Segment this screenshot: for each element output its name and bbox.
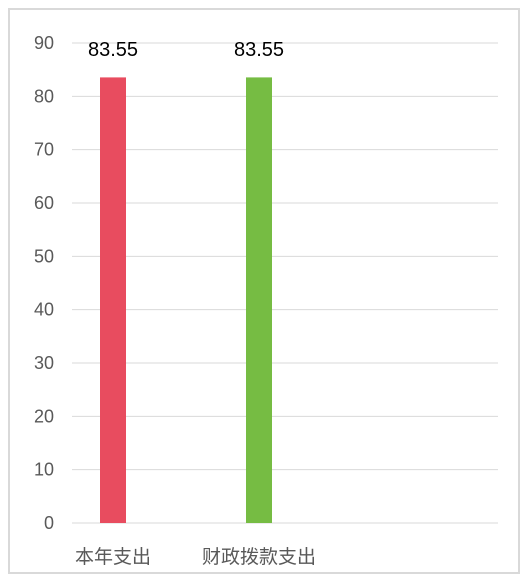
y-tick-label-0: 0 xyxy=(44,513,54,533)
y-tick-label-80: 80 xyxy=(34,86,54,106)
category-label-2: 财政拨款支出 xyxy=(202,546,316,568)
data-labels: 83.55 83.55 xyxy=(88,39,284,61)
category-label-1: 本年支出 xyxy=(75,546,151,568)
y-tick-label-50: 50 xyxy=(34,246,54,266)
bar-2 xyxy=(246,77,272,524)
bar-1 xyxy=(100,77,126,524)
y-axis-tick-labels: 0 10 20 30 40 50 60 70 80 90 xyxy=(34,33,54,533)
y-tick-label-20: 20 xyxy=(34,406,54,426)
y-tick-label-70: 70 xyxy=(34,140,54,160)
bars xyxy=(100,77,272,524)
data-label-2: 83.55 xyxy=(234,39,284,61)
y-tick-label-30: 30 xyxy=(34,353,54,373)
chart-frame: 0 10 20 30 40 50 60 70 80 90 83.55 83.55 本年支出 财政拨款支… xyxy=(8,8,520,574)
gridlines xyxy=(72,42,498,524)
category-labels: 本年支出 财政拨款支出 xyxy=(75,546,316,568)
bar-chart: 0 10 20 30 40 50 60 70 80 90 83.55 83.55 本年支出 财政拨款支… xyxy=(34,33,498,568)
y-tick-label-90: 90 xyxy=(34,33,54,53)
y-tick-label-40: 40 xyxy=(34,300,54,320)
data-label-1: 83.55 xyxy=(88,39,138,61)
y-tick-label-10: 10 xyxy=(34,460,54,480)
y-tick-label-60: 60 xyxy=(34,193,54,213)
